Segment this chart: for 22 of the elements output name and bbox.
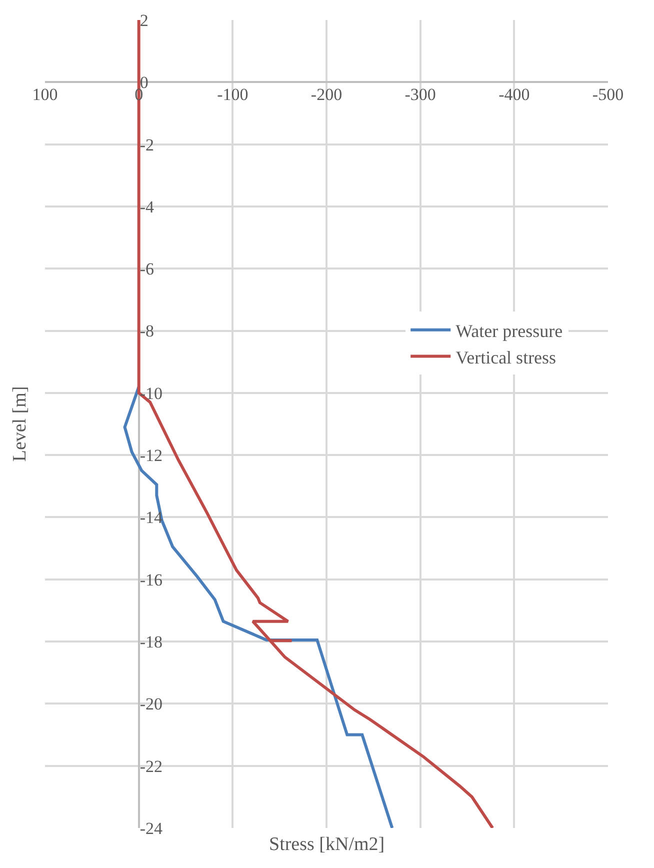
y-tick-label: -24 <box>140 818 163 838</box>
y-tick-label: 2 <box>140 10 148 30</box>
y-tick-label: -18 <box>140 632 163 652</box>
x-tick-label: -100 <box>217 85 248 104</box>
y-tick-label: -2 <box>140 135 154 154</box>
legend-label: Vertical stress <box>456 347 556 368</box>
x-tick-label: -500 <box>592 85 624 104</box>
y-axis-title: Level [m] <box>10 386 31 462</box>
y-tick-label: -10 <box>140 384 163 403</box>
x-axis-title: Stress [kN/m2] <box>269 834 385 855</box>
x-tick-label: -200 <box>310 85 342 104</box>
y-tick-label: -12 <box>140 446 163 466</box>
x-tick-label: -300 <box>404 85 436 104</box>
y-tick-label: -8 <box>140 322 154 341</box>
legend-label: Water pressure <box>456 320 563 341</box>
y-tick-label: -4 <box>140 197 154 216</box>
x-tick-label: 100 <box>32 85 58 104</box>
y-tick-label: -6 <box>140 260 154 279</box>
x-tick-label: -400 <box>498 85 530 104</box>
y-tick-label: -20 <box>140 694 163 714</box>
y-tick-label: -16 <box>140 570 163 590</box>
y-tick-label: -22 <box>140 756 163 776</box>
